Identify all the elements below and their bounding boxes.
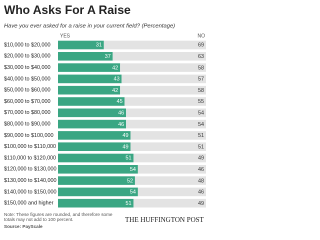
value-label: 54 (198, 122, 204, 128)
value-label: 49 (198, 156, 204, 162)
category-label: $90,000 to $100,000 (4, 133, 53, 139)
bar-yes (58, 131, 131, 140)
category-label: $50,000 to $60,000 (4, 88, 50, 94)
credit: THE HUFFINGTON POST (125, 216, 204, 224)
value-label: 46 (118, 111, 124, 117)
bar-yes (58, 153, 134, 163)
value-label: 69 (198, 43, 204, 49)
value-label: 63 (198, 54, 204, 60)
value-label: 54 (130, 167, 136, 173)
bar-no (134, 176, 206, 185)
value-label: 51 (198, 144, 204, 150)
value-label: 48 (198, 178, 204, 184)
bar-no (112, 52, 206, 61)
bar-no (120, 63, 206, 72)
bar-no (137, 187, 206, 197)
chart-title: Who Asks For A Raise (4, 3, 131, 17)
value-label: 51 (198, 133, 204, 139)
bar-no (130, 131, 206, 140)
bar-no (130, 142, 206, 151)
value-label: 46 (198, 190, 204, 196)
value-label: 42 (112, 88, 118, 94)
source: Source: PayScale (4, 224, 43, 229)
category-label: $140,000 to $150,000 (4, 189, 56, 195)
bar-yes (58, 142, 131, 151)
value-label: 46 (118, 122, 124, 128)
bar-no (120, 85, 206, 95)
category-label: $40,000 to $50,000 (4, 76, 50, 82)
bar-yes (58, 165, 138, 174)
bar-yes (58, 119, 127, 129)
bar-yes (58, 108, 127, 118)
value-label: 51 (125, 156, 131, 162)
value-label: 52 (127, 178, 133, 184)
note: Note: These figures are rounded, and the… (4, 212, 113, 223)
value-label: 46 (198, 167, 204, 173)
category-label: $10,000 to $20,000 (4, 42, 50, 48)
value-label: 58 (198, 65, 204, 71)
category-label: $80,000 to $90,000 (4, 122, 50, 128)
bar-yes (58, 63, 121, 72)
value-label: 42 (112, 65, 118, 71)
value-label: 49 (123, 133, 129, 139)
value-label: 58 (198, 88, 204, 94)
bar-no (126, 108, 206, 118)
bar-yes (58, 52, 113, 61)
category-label: $60,000 to $70,000 (4, 99, 50, 105)
bar-yes (58, 176, 135, 185)
category-label: $110,000 to $120,000 (4, 155, 56, 161)
bar-yes (58, 40, 104, 50)
bar-no (124, 97, 206, 106)
category-label: $30,000 to $40,000 (4, 65, 50, 71)
bar-no (103, 40, 206, 50)
legend-no: NO (198, 33, 206, 39)
bar-no (133, 198, 206, 208)
bar-no (126, 119, 206, 129)
value-label: 54 (198, 111, 204, 117)
legend-yes: YES (60, 33, 71, 39)
page: Who Asks For A Raise Have you ever asked… (4, 3, 206, 229)
chart: Who Asks For A Raise Have you ever asked… (4, 3, 206, 208)
category-label: $120,000 to $130,000 (4, 167, 56, 173)
category-label: $150,000 and higher (4, 201, 54, 207)
bar-yes (58, 74, 122, 84)
value-label: 31 (96, 43, 102, 49)
category-label: $70,000 to $80,000 (4, 110, 50, 116)
bar-no (137, 165, 206, 174)
value-label: 49 (123, 144, 129, 150)
category-label: $20,000 to $30,000 (4, 54, 50, 60)
bar-no (133, 153, 206, 163)
value-label: 49 (198, 201, 204, 207)
value-label: 57 (198, 77, 204, 83)
bar-yes (58, 187, 138, 197)
chart-subtitle: Have you ever asked for a raise in your … (4, 24, 175, 30)
value-label: 45 (117, 99, 123, 105)
bar-yes (58, 97, 125, 106)
bar-yes (58, 85, 121, 95)
category-label: $100,000 to $110,000 (4, 144, 56, 150)
value-label: 54 (130, 190, 136, 196)
value-label: 55 (198, 99, 204, 105)
value-label: 51 (125, 201, 131, 207)
value-label: 43 (114, 77, 120, 83)
bar-no (121, 74, 206, 84)
value-label: 37 (105, 54, 111, 60)
category-label: $130,000 to $140,000 (4, 178, 56, 184)
bar-yes (58, 198, 134, 208)
